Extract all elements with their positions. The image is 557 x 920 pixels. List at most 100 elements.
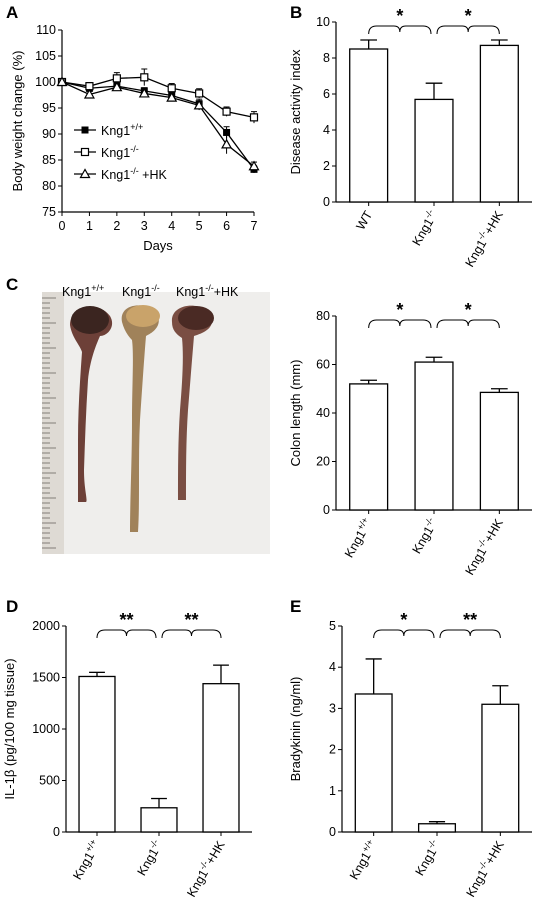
chart-a-point-1 xyxy=(249,113,259,122)
chart-a-ylabel: Body weight change (%) xyxy=(10,51,25,192)
chart-a-legend-label-2-sup: -/- xyxy=(130,166,139,176)
chart-d-sig-label: ** xyxy=(119,610,133,630)
chart-b-ytick-label: 2 xyxy=(323,159,330,173)
chart-d: 0 500 1000 1500 2000 IL-1β (pg/100 mg tissue)… xyxy=(2,610,252,900)
chart-d-xtick-label-base: Kng1 xyxy=(184,867,211,899)
chart-c-sig-bracket xyxy=(436,319,500,329)
chart-a-legend-marker-0 xyxy=(81,126,89,134)
chart-e-ylabel: Bradykinin (ng/ml) xyxy=(288,677,303,782)
chart-a-point-1 xyxy=(167,84,176,93)
chart-e-sig-label: * xyxy=(400,610,407,630)
chart-c-ytick-label: 60 xyxy=(316,358,330,372)
chart-b-xtick-label: Kng1-/- xyxy=(408,208,441,249)
chart-c-sig-label: * xyxy=(396,300,403,320)
chart-c-sig-bracket xyxy=(368,319,432,329)
photo-label-2-base: Kng1 xyxy=(122,285,151,299)
chart-a-point-2 xyxy=(111,81,123,92)
chart-b-xtick-label: Kng1-/-+HK xyxy=(461,207,506,270)
chart-e-xtick-label-base: Kng1 xyxy=(464,867,491,899)
chart-a-point-2 xyxy=(138,87,150,98)
chart-a-legend-label-0-base: Kng1 xyxy=(101,124,130,138)
chart-a-xtick-label: 1 xyxy=(86,219,93,233)
chart-d-ylabel: IL-1β (pg/100 mg tissue) xyxy=(2,658,17,799)
chart-e-xtick-label: Kng1-/-+HK xyxy=(462,837,507,900)
chart-a-point-2 xyxy=(193,99,205,110)
chart-a-legend-label-2: Kng1-/- +HK xyxy=(101,166,168,182)
colon-ko xyxy=(121,305,159,532)
chart-c-xtick-label: Kng1+/+ xyxy=(340,516,375,561)
chart-d-ytick-label: 1000 xyxy=(32,722,60,736)
cecum-ko xyxy=(126,305,160,327)
chart-a-point-1 xyxy=(112,74,121,83)
cecum-wt xyxy=(71,306,109,334)
chart-d-ytick-label: 0 xyxy=(53,825,60,839)
chart-d-xtick-label: Kng1-/-+HK xyxy=(183,837,228,900)
panel-letter-e: E xyxy=(290,597,301,616)
chart-a-xtick-label: 5 xyxy=(196,219,203,233)
photo-label-2-sup: -/- xyxy=(151,283,160,293)
chart-b-xtick-label-base: Kng1 xyxy=(463,237,490,269)
chart-a-ytick-label: 90 xyxy=(42,127,56,141)
chart-e-sig-label: ** xyxy=(463,610,477,630)
chart-a-xtick-label: 7 xyxy=(251,219,258,233)
chart-a-point-2 xyxy=(166,91,178,102)
chart-c-xtick-label-base: Kng1 xyxy=(342,528,369,560)
chart-e-ytick-label: 1 xyxy=(329,784,336,798)
chart-d-bar xyxy=(202,683,240,833)
chart-a-point-2 xyxy=(248,160,260,171)
chart-e-ytick-label: 2 xyxy=(329,743,336,757)
panel-letter-c: C xyxy=(6,275,18,294)
chart-c: 0 20 40 60 80 Colon length (mm) Kng1+/+ Kng1-/-… xyxy=(288,300,532,578)
photo-label-1: Kng1+/+ xyxy=(62,283,104,299)
chart-c-sig-label: * xyxy=(465,300,472,320)
chart-a-xtick-label: 4 xyxy=(168,219,175,233)
chart-a-point-1 xyxy=(140,73,149,82)
chart-d-xtick-label-base: Kng1 xyxy=(70,850,97,882)
chart-a-point-1 xyxy=(85,82,94,91)
chart-a-legend-label-0: Kng1+/+ xyxy=(101,122,143,138)
chart-a-point-2 xyxy=(83,88,95,99)
chart-c-xtick-label-suffix: +HK xyxy=(481,516,506,545)
chart-a-point-1 xyxy=(195,89,204,98)
panel-letter-d: D xyxy=(6,597,18,616)
chart-a-legend-label-1: Kng1-/- xyxy=(101,144,139,160)
chart-d-sig-bracket xyxy=(96,629,157,639)
chart-c-bar xyxy=(414,361,454,511)
chart-c-bar xyxy=(479,391,519,511)
chart-c-ylabel: Colon length (mm) xyxy=(288,360,303,467)
chart-c-ytick-label: 0 xyxy=(323,503,330,517)
chart-a-series-1: Kng1-/- xyxy=(57,68,259,160)
panel-letter-a: A xyxy=(6,3,18,22)
chart-c-ytick-label: 80 xyxy=(316,309,330,323)
chart-d-xtick-label: Kng1+/+ xyxy=(69,838,104,883)
chart-b-sig-label: * xyxy=(465,6,472,26)
chart-a-xtick-label: 6 xyxy=(223,219,230,233)
photo-label-2: Kng1-/- xyxy=(122,283,160,299)
chart-c-xtick-label-base: Kng1 xyxy=(463,545,490,577)
chart-c-ytick-label: 40 xyxy=(316,406,330,420)
chart-a-ytick-label: 105 xyxy=(35,49,56,63)
colon-photo: Kng1+/+ Kng1-/- Kng1-/-+HK xyxy=(42,283,270,554)
chart-a-xtick-label: 3 xyxy=(141,219,148,233)
chart-a-legend-label-2-base: Kng1 xyxy=(101,168,130,182)
chart-a-legend-marker-1 xyxy=(80,147,90,157)
chart-e-sig-bracket xyxy=(439,629,501,639)
photo-label-3-sup: -/- xyxy=(205,283,214,293)
chart-a-legend-marker-2 xyxy=(79,168,91,179)
chart-e-xtick-label-suffix: +HK xyxy=(482,838,507,867)
chart-d-sig-bracket xyxy=(161,629,222,639)
chart-a-xlabel: Days xyxy=(143,238,173,253)
chart-a-line-2 xyxy=(61,81,255,167)
colon-wt xyxy=(70,306,113,502)
chart-c-bar xyxy=(349,383,389,511)
chart-c-xtick-label-base: Kng1 xyxy=(410,524,437,556)
chart-b-sig-bracket xyxy=(436,25,500,35)
chart-d-xtick-label-suffix: +HK xyxy=(203,838,228,867)
chart-b-sig-bracket xyxy=(368,25,432,35)
chart-a-ytick-label: 85 xyxy=(42,153,56,167)
chart-e-ytick-label: 4 xyxy=(329,660,336,674)
chart-a-ytick-label: 80 xyxy=(42,179,56,193)
